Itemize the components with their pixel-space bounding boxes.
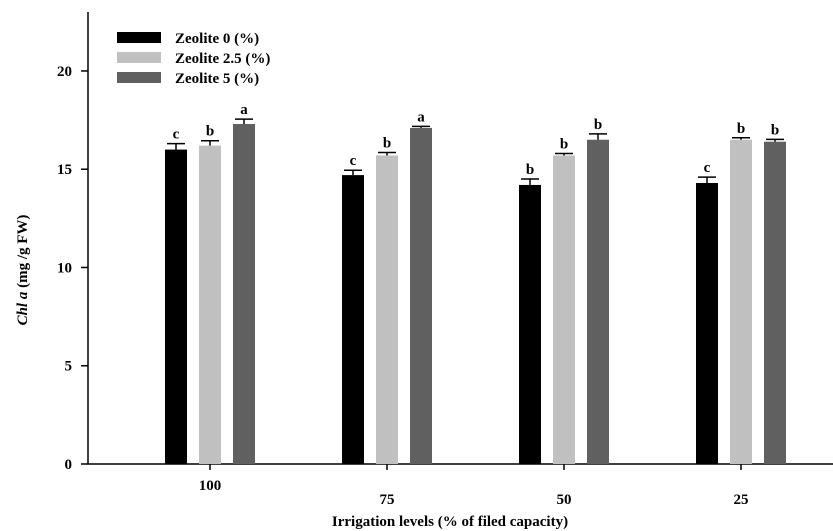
- x-tick-label: 75: [380, 492, 395, 508]
- y-axis-title: Chl a (mg /g FW): [15, 215, 31, 326]
- x-tick-label: 25: [734, 492, 749, 508]
- y-tick-label: 5: [65, 359, 73, 375]
- bar: [410, 127, 432, 465]
- bar: [764, 141, 786, 464]
- legend-label: Zeolite 2.5 (%): [175, 51, 270, 67]
- legend-swatch: [117, 72, 161, 83]
- y-tick-label: 15: [57, 162, 72, 178]
- significance-label: b: [771, 122, 779, 138]
- y-tick-label: 10: [57, 260, 72, 276]
- bar: [730, 139, 752, 464]
- legend-label: Zeolite 0 (%): [175, 31, 259, 47]
- y-axis-title-unit: (mg /g FW): [15, 215, 31, 292]
- significance-label: b: [737, 121, 745, 137]
- significance-label: b: [383, 136, 391, 152]
- bar: [519, 184, 541, 464]
- bar: [696, 182, 718, 464]
- x-tick-label: 50: [557, 492, 572, 508]
- significance-label: c: [704, 160, 711, 176]
- bars: c b a c b a b b b c b b: [165, 102, 786, 465]
- bar: [233, 124, 255, 464]
- significance-label: a: [417, 109, 425, 125]
- bar: [587, 139, 609, 464]
- significance-label: c: [173, 127, 180, 143]
- significance-label: b: [206, 124, 214, 140]
- legend: Zeolite 0 (%) Zeolite 2.5 (%) Zeolite 5 (%…: [117, 31, 270, 87]
- bar: [165, 149, 187, 464]
- bar: [553, 155, 575, 464]
- x-axis-title: Irrigation levels (% of filed capacity): [332, 514, 568, 530]
- legend-swatch: [117, 52, 161, 63]
- bar: [376, 155, 398, 464]
- legend-label: Zeolite 5 (%): [175, 71, 259, 87]
- significance-label: b: [594, 117, 602, 133]
- bar: [199, 145, 221, 465]
- significance-label: a: [240, 102, 248, 118]
- y-tick-label: 20: [57, 64, 72, 80]
- y-tick-label: 0: [65, 457, 73, 473]
- significance-label: c: [350, 153, 357, 169]
- legend-swatch: [117, 32, 161, 43]
- x-tick-label: 100: [199, 478, 222, 494]
- significance-label: b: [526, 162, 534, 178]
- y-axis-title-italic: Chl a: [15, 291, 31, 325]
- significance-label: b: [560, 136, 568, 152]
- bar: [342, 175, 364, 464]
